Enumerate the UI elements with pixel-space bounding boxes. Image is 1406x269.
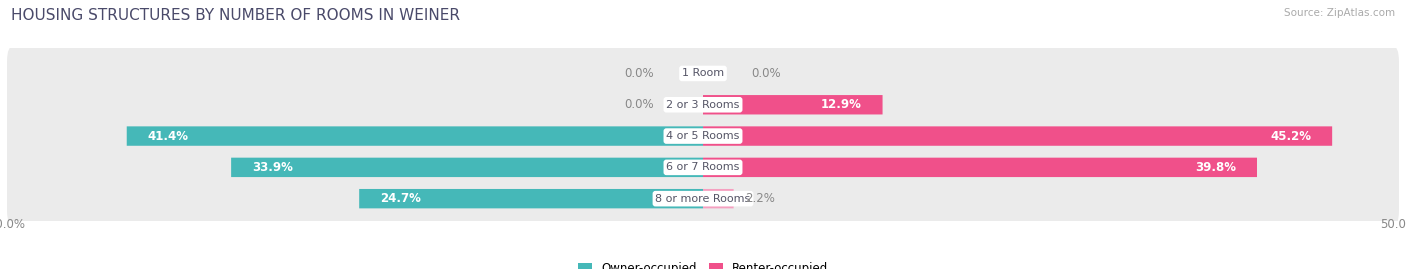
Text: 1 Room: 1 Room <box>682 69 724 79</box>
Text: 4 or 5 Rooms: 4 or 5 Rooms <box>666 131 740 141</box>
Text: 50.0%: 50.0% <box>0 218 25 231</box>
FancyBboxPatch shape <box>703 158 1257 177</box>
Text: 45.2%: 45.2% <box>1270 130 1312 143</box>
FancyBboxPatch shape <box>7 108 1399 164</box>
FancyBboxPatch shape <box>359 189 703 208</box>
Text: 6 or 7 Rooms: 6 or 7 Rooms <box>666 162 740 172</box>
FancyBboxPatch shape <box>703 189 734 208</box>
Text: 50.0%: 50.0% <box>1381 218 1406 231</box>
FancyBboxPatch shape <box>7 77 1399 133</box>
FancyBboxPatch shape <box>703 95 883 115</box>
FancyBboxPatch shape <box>7 171 1399 226</box>
FancyBboxPatch shape <box>7 140 1399 195</box>
Text: 12.9%: 12.9% <box>821 98 862 111</box>
Text: 0.0%: 0.0% <box>624 67 654 80</box>
Text: Source: ZipAtlas.com: Source: ZipAtlas.com <box>1284 8 1395 18</box>
FancyBboxPatch shape <box>7 46 1399 101</box>
Legend: Owner-occupied, Renter-occupied: Owner-occupied, Renter-occupied <box>578 262 828 269</box>
Text: 8 or more Rooms: 8 or more Rooms <box>655 194 751 204</box>
Text: 0.0%: 0.0% <box>752 67 782 80</box>
Text: 0.0%: 0.0% <box>624 98 654 111</box>
Text: 41.4%: 41.4% <box>148 130 188 143</box>
FancyBboxPatch shape <box>127 126 703 146</box>
Text: HOUSING STRUCTURES BY NUMBER OF ROOMS IN WEINER: HOUSING STRUCTURES BY NUMBER OF ROOMS IN… <box>11 8 460 23</box>
Text: 33.9%: 33.9% <box>252 161 292 174</box>
Text: 24.7%: 24.7% <box>380 192 420 205</box>
Text: 39.8%: 39.8% <box>1195 161 1236 174</box>
Text: 2 or 3 Rooms: 2 or 3 Rooms <box>666 100 740 110</box>
FancyBboxPatch shape <box>703 126 1331 146</box>
FancyBboxPatch shape <box>231 158 703 177</box>
Text: 2.2%: 2.2% <box>745 192 775 205</box>
